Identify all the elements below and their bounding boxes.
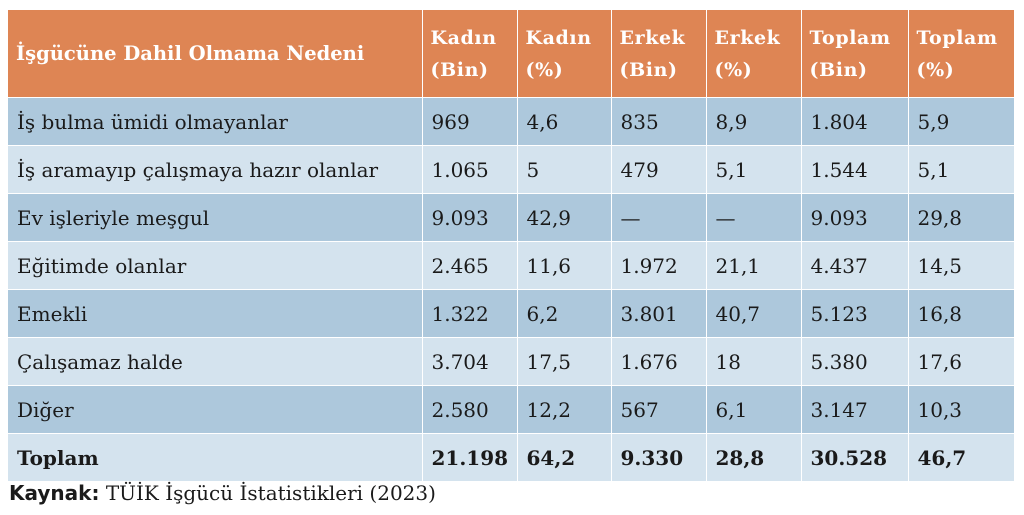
header-reason: İşgücüne Dahil Olmama Nedeni — [8, 10, 423, 98]
cell-female-thousand: 1.322 — [422, 289, 518, 338]
cell-female-percent: 17,5 — [517, 337, 612, 386]
source-text: TÜİK İşgücü İstatistikleri (2023) — [105, 481, 436, 505]
table-row: İş aramayıp çalışmaya hazır olanlar 1.06… — [8, 145, 1014, 194]
cell-total-percent: 5,1 — [908, 145, 1014, 194]
cell-total-thousand: 5.380 — [801, 337, 909, 386]
cell-total-percent: 5,9 — [908, 97, 1014, 146]
header-total-percent: Toplam (%) — [908, 10, 1014, 98]
table-total-row: Toplam 21.198 64,2 9.330 28,8 30.528 46,… — [8, 433, 1014, 481]
cell-male-thousand: 479 — [611, 145, 707, 194]
cell-female-thousand: 2.465 — [422, 241, 518, 290]
labor-force-table: İşgücüne Dahil Olmama Nedeni Kadın (Bin) … — [8, 10, 1014, 481]
cell-female-thousand: 3.704 — [422, 337, 518, 386]
cell-female-thousand: 969 — [422, 97, 518, 146]
table-row: Ev işleriyle meşgul 9.093 42,9 — — 9.093… — [8, 193, 1014, 242]
row-label: İş bulma ümidi olmayanlar — [8, 97, 423, 146]
cell-female-percent: 11,6 — [517, 241, 612, 290]
cell-male-percent: 28,8 — [706, 433, 802, 481]
cell-male-percent: 6,1 — [706, 385, 802, 434]
table-row: Emekli 1.322 6,2 3.801 40,7 5.123 16,8 — [8, 289, 1014, 338]
cell-female-thousand: 9.093 — [422, 193, 518, 242]
header-female-thousand: Kadın (Bin) — [422, 10, 518, 98]
row-label: Eğitimde olanlar — [8, 241, 423, 290]
cell-male-thousand: 9.330 — [611, 433, 707, 481]
cell-total-percent: 10,3 — [908, 385, 1014, 434]
cell-male-percent: 40,7 — [706, 289, 802, 338]
cell-female-thousand: 21.198 — [422, 433, 518, 481]
cell-female-percent: 6,2 — [517, 289, 612, 338]
header-total-thousand: Toplam (Bin) — [801, 10, 909, 98]
header-female-percent: Kadın (%) — [517, 10, 612, 98]
cell-total-thousand: 1.544 — [801, 145, 909, 194]
cell-female-thousand: 1.065 — [422, 145, 518, 194]
cell-female-percent: 42,9 — [517, 193, 612, 242]
row-label: Diğer — [8, 385, 423, 434]
table-row: Çalışamaz halde 3.704 17,5 1.676 18 5.38… — [8, 337, 1014, 386]
cell-female-percent: 64,2 — [517, 433, 612, 481]
table-row: Eğitimde olanlar 2.465 11,6 1.972 21,1 4… — [8, 241, 1014, 290]
cell-male-thousand: 1.972 — [611, 241, 707, 290]
header-male-percent: Erkek (%) — [706, 10, 802, 98]
cell-total-percent: 16,8 — [908, 289, 1014, 338]
cell-female-percent: 12,2 — [517, 385, 612, 434]
row-label: Çalışamaz halde — [8, 337, 423, 386]
header-male-thousand: Erkek (Bin) — [611, 10, 707, 98]
cell-female-thousand: 2.580 — [422, 385, 518, 434]
row-label: Ev işleriyle meşgul — [8, 193, 423, 242]
cell-total-percent: 14,5 — [908, 241, 1014, 290]
cell-female-percent: 4,6 — [517, 97, 612, 146]
cell-total-thousand: 9.093 — [801, 193, 909, 242]
cell-male-thousand: 1.676 — [611, 337, 707, 386]
cell-total-thousand: 3.147 — [801, 385, 909, 434]
cell-total-percent: 29,8 — [908, 193, 1014, 242]
cell-male-thousand: 3.801 — [611, 289, 707, 338]
table-header-row: İşgücüne Dahil Olmama Nedeni Kadın (Bin) … — [8, 10, 1014, 98]
cell-female-percent: 5 — [517, 145, 612, 194]
cell-male-percent: 8,9 — [706, 97, 802, 146]
cell-total-thousand: 4.437 — [801, 241, 909, 290]
table-row: Diğer 2.580 12,2 567 6,1 3.147 10,3 — [8, 385, 1014, 434]
cell-total-thousand: 5.123 — [801, 289, 909, 338]
row-label: İş aramayıp çalışmaya hazır olanlar — [8, 145, 423, 194]
cell-male-thousand: 835 — [611, 97, 707, 146]
cell-total-percent: 46,7 — [908, 433, 1014, 481]
cell-total-thousand: 30.528 — [801, 433, 909, 481]
data-table-container: İşgücüne Dahil Olmama Nedeni Kadın (Bin) … — [8, 10, 1014, 481]
cell-male-percent: 18 — [706, 337, 802, 386]
cell-male-percent: — — [706, 193, 802, 242]
source-label: Kaynak: — [9, 481, 100, 505]
cell-total-percent: 17,6 — [908, 337, 1014, 386]
table-row: İş bulma ümidi olmayanlar 969 4,6 835 8,… — [8, 97, 1014, 146]
source-note: Kaynak: TÜİK İşgücü İstatistikleri (2023… — [9, 481, 436, 505]
cell-male-thousand: — — [611, 193, 707, 242]
cell-total-thousand: 1.804 — [801, 97, 909, 146]
row-label: Toplam — [8, 433, 423, 481]
cell-male-thousand: 567 — [611, 385, 707, 434]
cell-male-percent: 21,1 — [706, 241, 802, 290]
row-label: Emekli — [8, 289, 423, 338]
cell-male-percent: 5,1 — [706, 145, 802, 194]
